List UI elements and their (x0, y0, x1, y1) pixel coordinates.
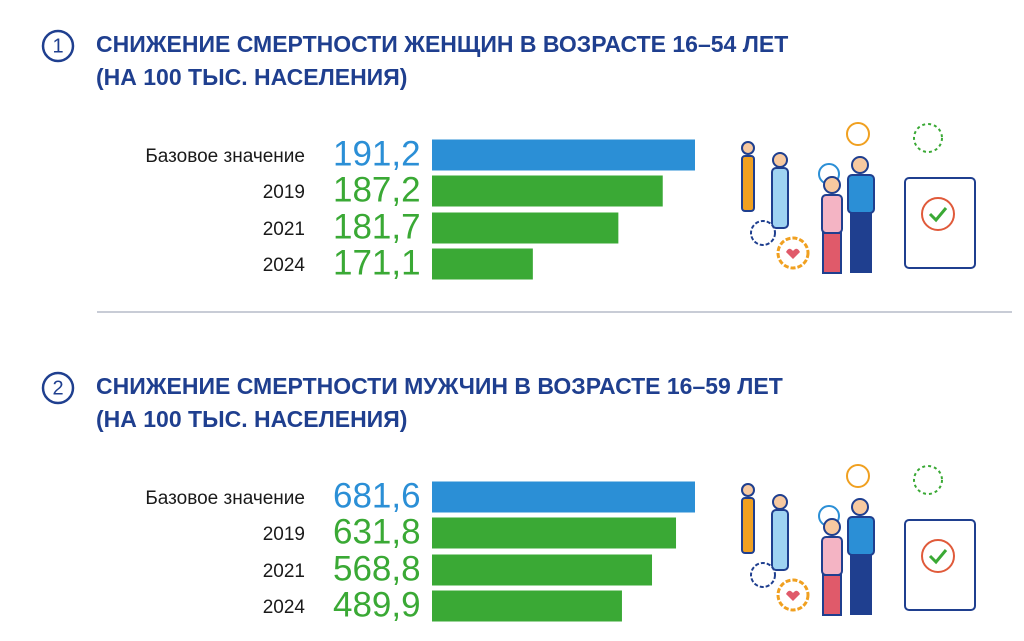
illustration-part (750, 220, 776, 246)
section-number: 1 (52, 35, 63, 57)
illustration-part (821, 536, 843, 576)
chart-subtitle: (НА 100 ТЫС. НАСЕЛЕНИЯ) (96, 406, 407, 432)
illustration-part (771, 509, 789, 571)
section-number: 2 (52, 377, 63, 399)
value-label: 171,1 (333, 243, 421, 282)
illustration-part (928, 549, 948, 565)
illustration-part (772, 152, 788, 168)
illustration-part (913, 465, 943, 495)
illustration-part (750, 562, 776, 588)
illustration-part (847, 174, 875, 214)
category-label: 2021 (263, 561, 305, 582)
value-label: 681,6 (333, 476, 421, 515)
bar (432, 212, 619, 244)
illustration-part (741, 155, 755, 212)
chart-title: СНИЖЕНИЕ СМЕРТНОСТИ МУЖЧИН В ВОЗРАСТЕ 16… (96, 373, 783, 399)
number-badge (41, 371, 75, 405)
category-label: 2024 (263, 255, 306, 276)
illustration-part (921, 197, 955, 231)
illustration-part (850, 213, 872, 273)
illustration-part (847, 516, 875, 556)
illustration-part (928, 207, 948, 223)
bar (432, 517, 677, 549)
illustration-part (741, 497, 755, 554)
category-label: 2024 (263, 597, 306, 618)
category-label: Базовое значение (145, 488, 305, 509)
bar (432, 481, 695, 513)
value-label: 191,2 (333, 134, 421, 173)
bar (432, 590, 622, 622)
category-label: 2019 (263, 524, 305, 545)
illustration-part (850, 555, 872, 615)
illustration-part (846, 122, 870, 146)
chart-title: СНИЖЕНИЕ СМЕРТНОСТИ ЖЕНЩИН В ВОЗРАСТЕ 16… (96, 31, 788, 57)
illustration-part (851, 498, 869, 516)
bar (432, 554, 653, 586)
number-badge (41, 29, 75, 63)
category-label: 2019 (263, 182, 305, 203)
category-label: 2021 (263, 219, 305, 240)
bar (432, 175, 663, 207)
value-label: 631,8 (333, 512, 421, 551)
chart-subtitle: (НА 100 ТЫС. НАСЕЛЕНИЯ) (96, 64, 407, 90)
illustration-part (823, 176, 841, 194)
illustration-part (821, 194, 843, 234)
illustration (741, 122, 976, 274)
illustration-part (846, 464, 870, 488)
illustration-part (741, 483, 755, 497)
illustration-part (851, 156, 869, 174)
value-label: 489,9 (333, 585, 421, 624)
illustration-part (822, 232, 842, 274)
illustration-part (741, 141, 755, 155)
illustration-part (913, 123, 943, 153)
value-label: 181,7 (333, 207, 421, 246)
illustration-part (771, 167, 789, 229)
illustration (741, 464, 976, 616)
category-label: Базовое значение (145, 146, 305, 167)
illustration-part (786, 248, 800, 259)
bar (432, 139, 695, 171)
bar (432, 248, 533, 280)
illustration-part (823, 518, 841, 536)
illustration-part (786, 590, 800, 601)
illustration-part (921, 539, 955, 573)
illustration-part (822, 574, 842, 616)
illustration-part (772, 494, 788, 510)
value-label: 568,8 (333, 549, 421, 588)
value-label: 187,2 (333, 170, 421, 209)
